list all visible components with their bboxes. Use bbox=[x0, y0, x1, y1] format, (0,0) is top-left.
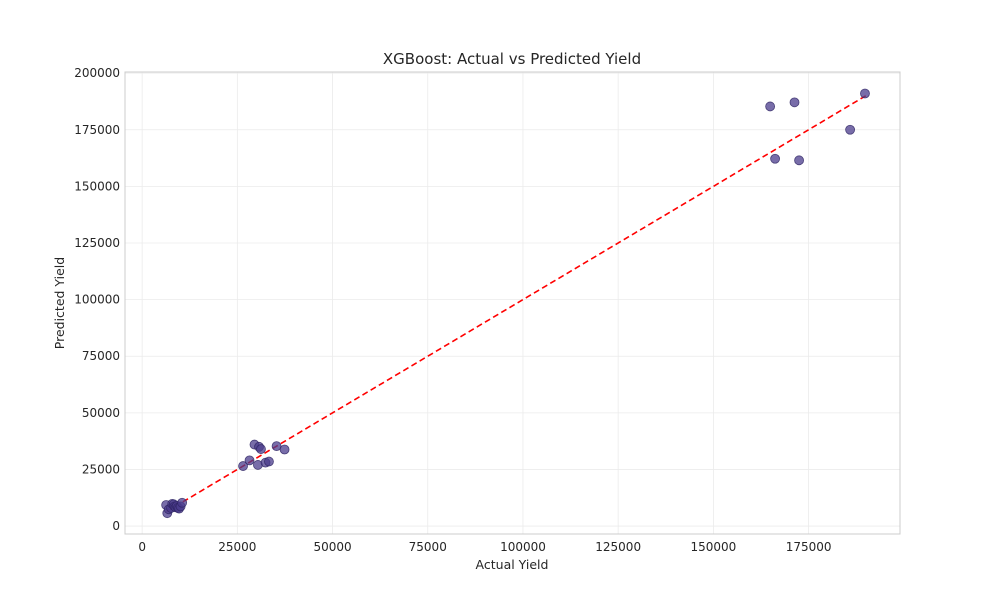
scatter-point bbox=[238, 461, 248, 471]
scatter-point bbox=[770, 153, 780, 164]
scatter-point bbox=[256, 444, 266, 454]
y-tick-labels: 0 25000 50000 75000 100000 125000 150000 175000… bbox=[74, 66, 120, 533]
reference-line-layer bbox=[166, 95, 867, 513]
x-tick-label: 100000 bbox=[500, 540, 546, 554]
x-axis-label: Actual Yield bbox=[476, 557, 549, 572]
scatter-point bbox=[177, 497, 188, 508]
scatter-point bbox=[789, 97, 800, 108]
y-tick-label: 25000 bbox=[82, 462, 120, 476]
x-tick-label: 25000 bbox=[218, 540, 256, 554]
x-tick-labels: 0 25000 50000 75000 100000 125000 150000 175000 bbox=[138, 540, 831, 554]
y-tick-label: 75000 bbox=[82, 349, 120, 363]
y-tick-label: 125000 bbox=[74, 236, 120, 250]
x-tick-label: 50000 bbox=[313, 540, 351, 554]
plot-frame bbox=[124, 71, 901, 535]
scatter-point bbox=[860, 88, 870, 99]
y-tick-label: 200000 bbox=[74, 66, 120, 80]
scatter-point bbox=[264, 456, 274, 467]
scatter-point bbox=[244, 455, 255, 466]
y-tick-label: 50000 bbox=[82, 406, 120, 420]
scatter-point bbox=[845, 124, 856, 135]
scatter-point bbox=[794, 155, 804, 166]
x-tick-label: 175000 bbox=[786, 540, 832, 554]
points-layer bbox=[161, 88, 870, 519]
reference-line bbox=[166, 95, 867, 513]
scatter-point bbox=[279, 444, 290, 455]
y-tick-label: 150000 bbox=[74, 179, 120, 193]
y-tick-label: 100000 bbox=[74, 293, 120, 307]
gridlines bbox=[125, 72, 900, 534]
y-tick-label: 0 bbox=[112, 519, 120, 533]
x-tick-label: 75000 bbox=[409, 540, 447, 554]
scatter-point bbox=[765, 101, 776, 112]
y-tick-label: 175000 bbox=[74, 123, 120, 137]
chart-title: XGBoost: Actual vs Predicted Yield bbox=[383, 50, 641, 68]
x-tick-label: 150000 bbox=[690, 540, 736, 554]
plot-area-background bbox=[125, 72, 900, 534]
x-tick-label: 125000 bbox=[595, 540, 641, 554]
y-axis-label: Predicted Yield bbox=[52, 257, 67, 349]
x-tick-label: 0 bbox=[138, 540, 146, 554]
